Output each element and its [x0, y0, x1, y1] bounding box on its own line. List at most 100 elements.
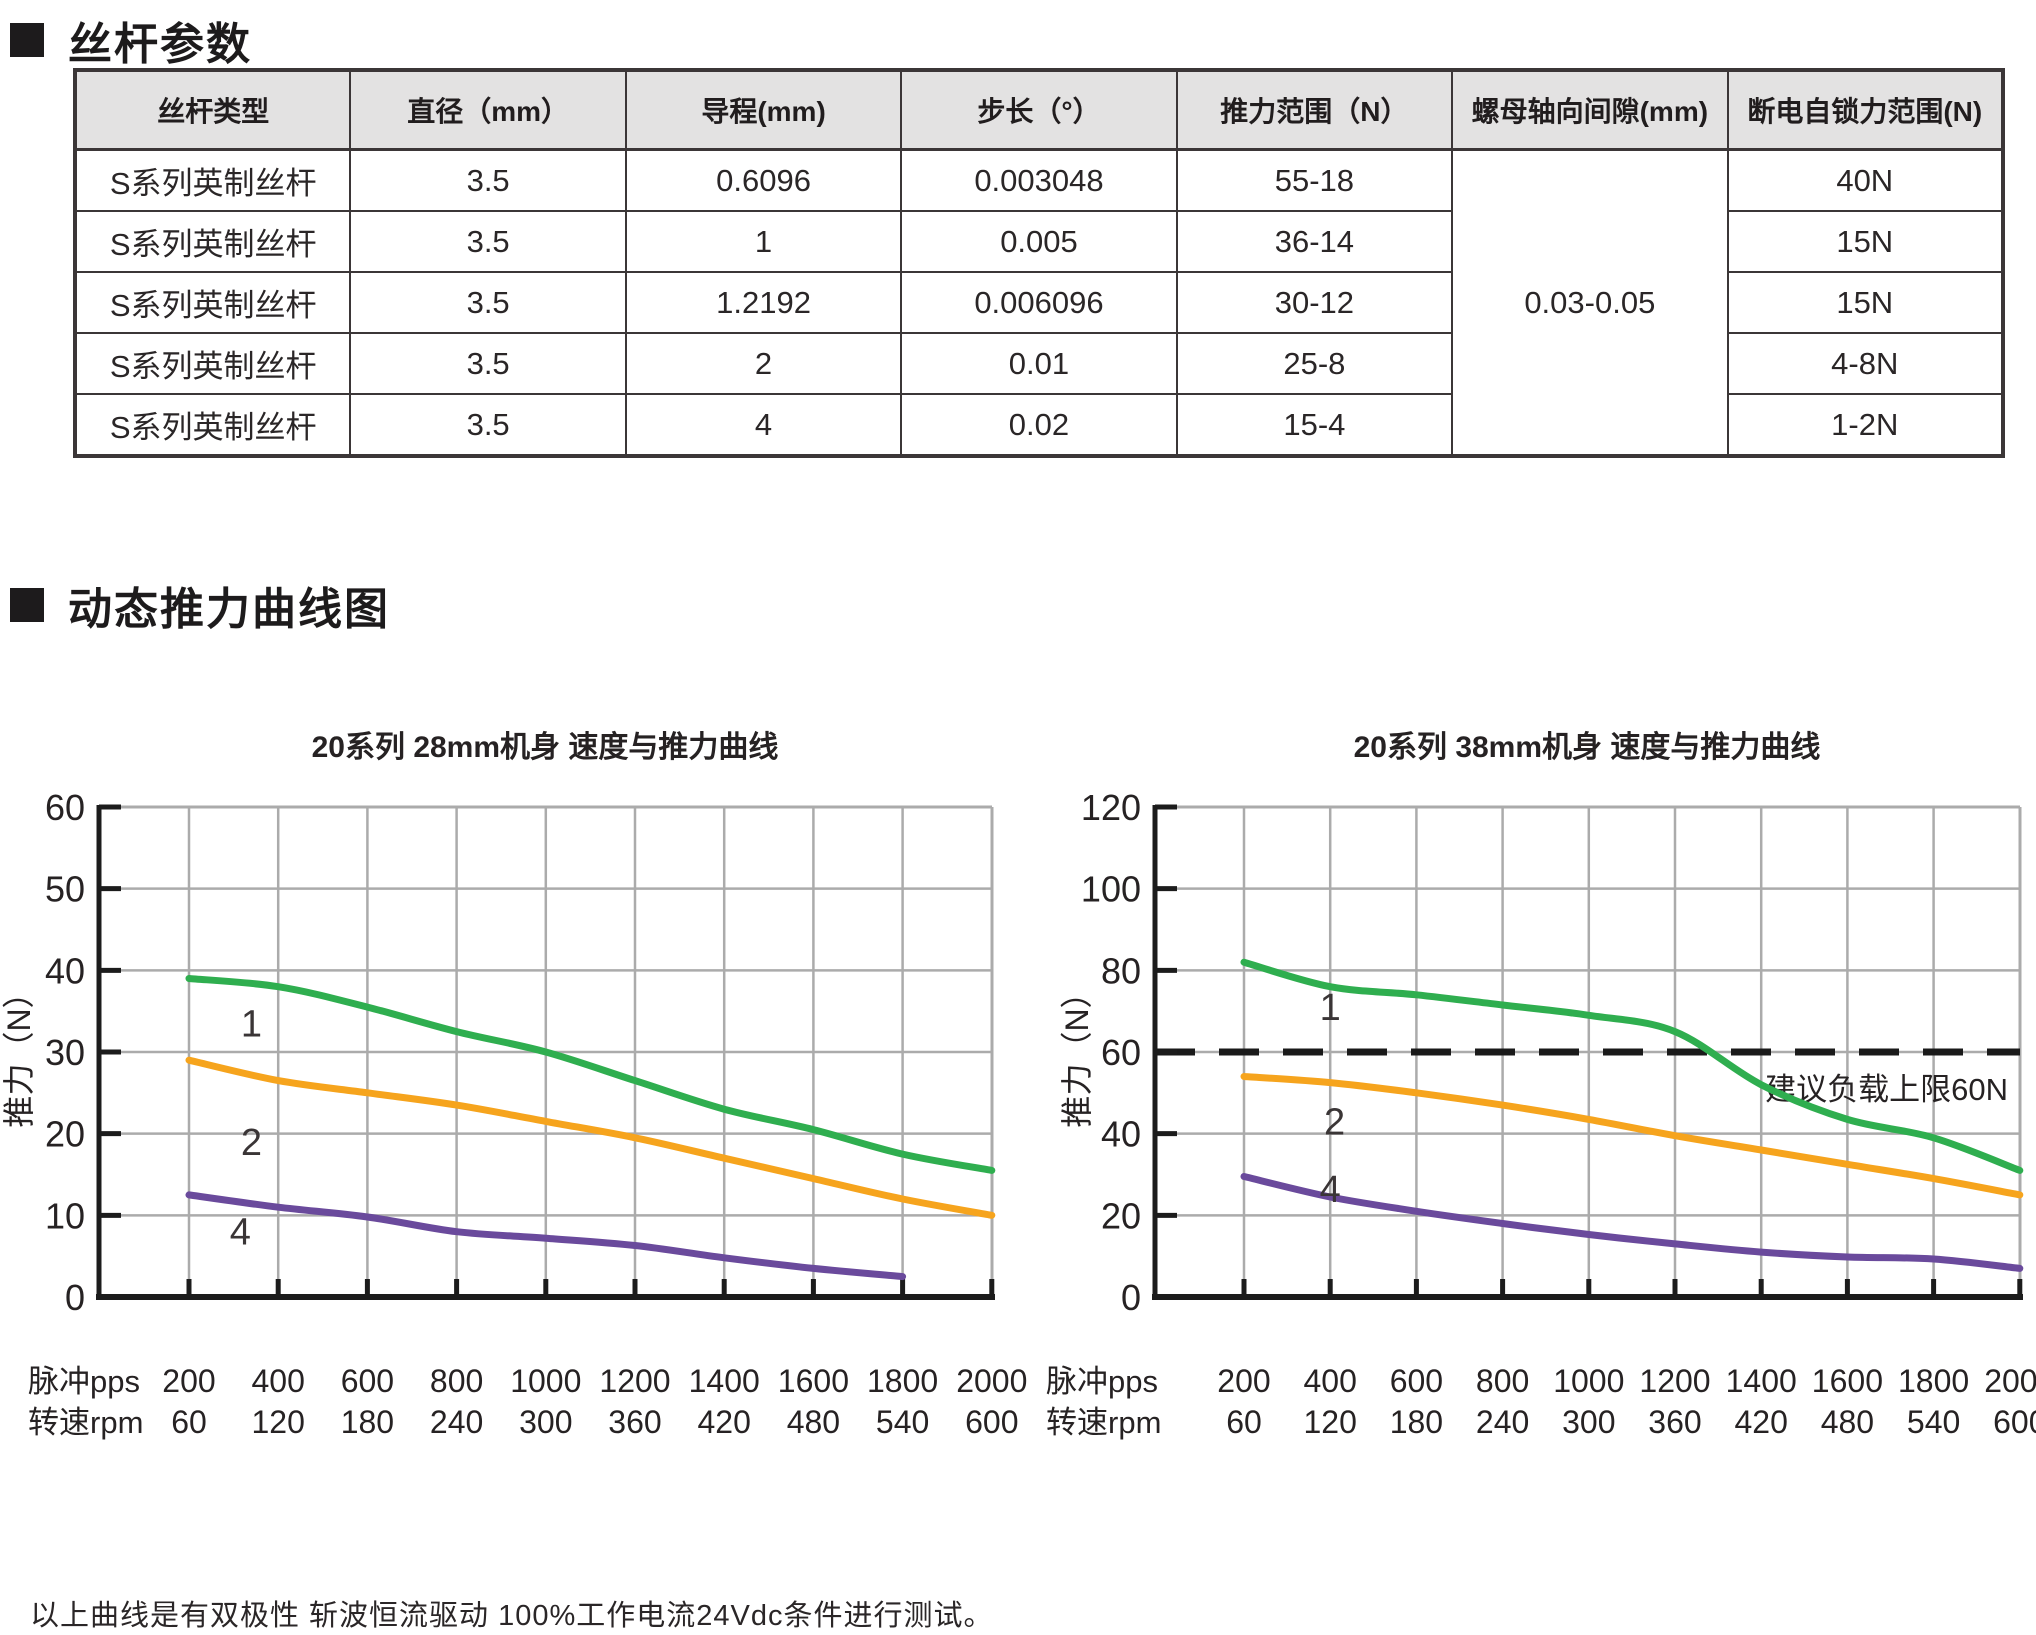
y-tick-label: 40	[45, 950, 85, 991]
test-conditions-note: 以上曲线是有双极性 斩波恒流驱动 100%工作电流24Vdc条件进行测试。	[30, 1600, 994, 1632]
table-row: S系列英制丝杆 3.5 1.2192 0.006096 30-12 15N	[73, 271, 2005, 334]
x-tick-label: 600	[965, 1404, 1018, 1440]
y-tick-label: 0	[65, 1277, 85, 1318]
table-cell: 0.02	[900, 393, 1178, 457]
y-axis-title: 推力（N）	[1, 976, 37, 1127]
table-cell: 3.5	[349, 393, 627, 457]
table-header-cell: 螺母轴向间隙(mm)	[1451, 69, 1729, 151]
table-cell: 25-8	[1175, 332, 1454, 395]
table-header-cell: 导程(mm)	[624, 69, 903, 151]
horizontal-gridlines	[99, 887, 992, 1217]
x-tick-label: 1600	[778, 1363, 849, 1399]
horizontal-gridlines	[1155, 887, 2020, 1217]
table-cell: S系列英制丝杆	[73, 271, 352, 334]
x-tick-label: 1800	[1898, 1363, 1969, 1399]
x-tick-label: 2000	[1984, 1363, 2036, 1399]
y-tick-label: 20	[45, 1114, 85, 1155]
series-curve-2	[185, 1056, 996, 1219]
x-tick-label: 1200	[599, 1363, 670, 1399]
x-tick-label: 480	[787, 1404, 840, 1440]
y-tick-label: 60	[45, 787, 85, 828]
screw-parameters-table: 丝杆类型 直径（mm） 导程(mm) 步长（°） 推力范围（N） 螺母轴向间隙(mm) 断电…	[73, 68, 2005, 458]
y-tick-label: 30	[45, 1032, 85, 1073]
y-tick-label: 20	[1101, 1195, 1141, 1236]
table-cell-backlash-merged: 0.03-0.05	[1451, 148, 1729, 457]
table-head: 丝杆类型 直径（mm） 导程(mm) 步长（°） 推力范围（N） 螺母轴向间隙(mm) 断电…	[73, 69, 2005, 151]
table-cell: 15N	[1726, 210, 2005, 273]
table-cell: 0.6096	[624, 148, 903, 212]
y-tick-label: 0	[1121, 1277, 1141, 1318]
table-cell: 3.5	[349, 271, 627, 334]
x-tick-label: 1000	[510, 1363, 581, 1399]
x-tick-label: 480	[1821, 1404, 1874, 1440]
table-header-cell: 步长（°）	[900, 69, 1178, 151]
x-tick-label: 600	[1993, 1404, 2036, 1440]
x-tick-label: 540	[876, 1404, 929, 1440]
chart-28mm-speed-thrust: 0 10 20 30 40 50 60 1 2 4 20系列 28mm机身 速度与推力曲线推力（N）…	[1, 731, 1027, 1440]
x-axis-row-label-pulse: 脉冲pps	[1046, 1364, 1158, 1399]
x-tick-label: 60	[171, 1404, 207, 1440]
x-tick-label: 800	[1476, 1363, 1529, 1399]
table-cell: 1-2N	[1726, 393, 2005, 457]
table-row: S系列英制丝杆 3.5 4 0.02 15-4 1-2N	[73, 393, 2005, 457]
x-tick-label: 360	[608, 1404, 661, 1440]
series-curve-2	[1240, 1073, 2024, 1199]
table-body: S系列英制丝杆 3.5 0.6096 0.003048 55-18 0.03-0.05 40…	[73, 148, 2005, 457]
x-tick-label: 1400	[689, 1363, 760, 1399]
x-tick-label: 1800	[867, 1363, 938, 1399]
table-header-cell: 直径（mm）	[349, 69, 627, 151]
section-header-screw-params: 丝杆参数	[10, 8, 252, 72]
table-row: S系列英制丝杆 3.5 0.6096 0.003048 55-18 0.03-0.05 40…	[73, 148, 2005, 457]
y-tick-label: 80	[1101, 950, 1141, 991]
section-bullet-icon	[10, 588, 44, 622]
section-title: 动态推力曲线图	[68, 585, 390, 634]
table-header-cell: 推力范围（N）	[1175, 69, 1454, 151]
x-tick-label: 300	[519, 1404, 572, 1440]
x-axis-row-label-speed: 转速rpm	[28, 1405, 143, 1440]
x-tick-label: 1400	[1726, 1363, 1797, 1399]
table-cell: 3.5	[349, 210, 627, 273]
x-tick-label: 400	[1304, 1363, 1357, 1399]
x-tick-label: 180	[341, 1404, 394, 1440]
y-tick-label: 50	[45, 869, 85, 910]
x-tick-label: 1200	[1639, 1363, 1710, 1399]
x-tick-label: 1000	[1553, 1363, 1624, 1399]
x-tick-label: 2000	[956, 1363, 1027, 1399]
table-cell: 1	[624, 210, 903, 273]
x-tick-label: 420	[1735, 1404, 1788, 1440]
x-tick-label: 200	[1217, 1363, 1270, 1399]
x-tick-label: 60	[1226, 1404, 1262, 1440]
series-label-2: 2	[1324, 1101, 1345, 1143]
table-cell: S系列英制丝杆	[73, 210, 352, 273]
table-cell: 3.5	[349, 332, 627, 395]
series-label-2: 2	[241, 1122, 262, 1164]
section-bullet-icon	[10, 23, 44, 57]
table-cell: 0.003048	[900, 148, 1178, 212]
table-cell: 4	[624, 393, 903, 457]
x-tick-label: 600	[341, 1363, 394, 1399]
x-tick-label: 240	[430, 1404, 483, 1440]
series-label-1: 1	[241, 1003, 262, 1045]
table-cell: 2	[624, 332, 903, 395]
x-tick-label: 1600	[1812, 1363, 1883, 1399]
table-cell: 4-8N	[1726, 332, 2005, 395]
table-cell: 15-4	[1175, 393, 1454, 457]
table-cell: 55-18	[1175, 148, 1454, 212]
x-axis-row-label-speed: 转速rpm	[1046, 1405, 1161, 1440]
x-tick-label: 360	[1648, 1404, 1701, 1440]
x-tick-label: 240	[1476, 1404, 1529, 1440]
x-tick-label: 800	[430, 1363, 483, 1399]
table-cell: S系列英制丝杆	[73, 148, 352, 212]
series-curve-1	[1240, 958, 2024, 1174]
table-cell: 15N	[1726, 271, 2005, 334]
table-row: S系列英制丝杆 3.5 2 0.01 25-8 4-8N	[73, 332, 2005, 395]
table-cell: 0.006096	[900, 271, 1178, 334]
x-axis-row-label-pulse: 脉冲pps	[28, 1364, 140, 1399]
table-cell: 0.01	[900, 332, 1178, 395]
table-cell: 36-14	[1175, 210, 1454, 273]
series-label-4: 4	[1320, 1169, 1341, 1211]
x-tick-label: 600	[1390, 1363, 1443, 1399]
x-tick-label: 300	[1562, 1404, 1615, 1440]
